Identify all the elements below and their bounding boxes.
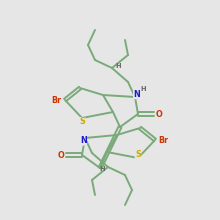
Text: N: N (80, 136, 87, 145)
Text: O: O (58, 150, 64, 160)
Text: S: S (79, 117, 85, 126)
Text: H: H (115, 63, 121, 69)
Text: H: H (99, 166, 105, 172)
Text: O: O (156, 110, 162, 119)
Text: Br: Br (158, 136, 169, 145)
Text: N: N (133, 90, 140, 99)
Text: Br: Br (51, 95, 62, 104)
Text: S: S (135, 150, 141, 159)
Text: H: H (141, 86, 146, 92)
